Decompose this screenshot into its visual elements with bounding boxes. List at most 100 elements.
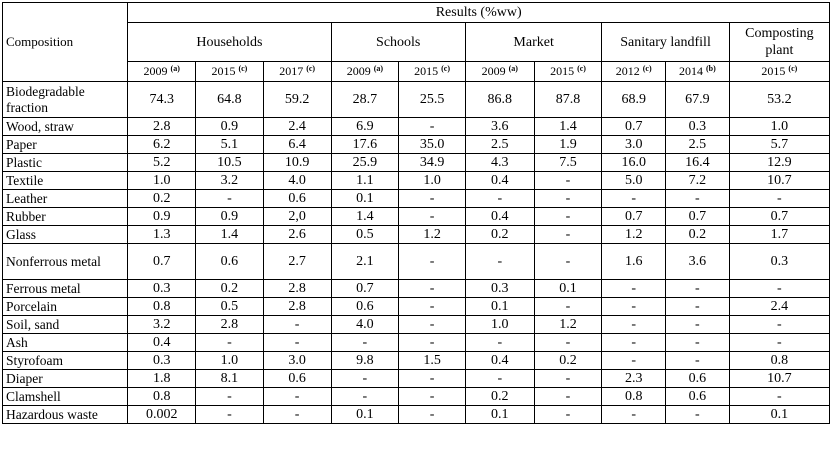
table-cell: 0.2 xyxy=(464,225,535,244)
table-row: Styrofoam 0.3 1.0 3.0 9.8 1.5 0.4 0.2- -0.8 xyxy=(1,351,831,370)
table-cell: 0.7 xyxy=(601,207,667,226)
year-header: 2015 (c) xyxy=(398,61,466,82)
table-cell: 0.1 xyxy=(330,405,400,424)
results-header: Results (%ww) xyxy=(127,2,830,23)
table-cell: 0.4 xyxy=(464,351,535,370)
table-cell: - xyxy=(398,333,466,352)
table-cell: 17.6 xyxy=(330,135,400,154)
table-row: Plastic 5.2 10.5 10.9 25.9 34.9 4.3 7.5 16.0 16.4… xyxy=(1,153,831,172)
table-cell: - xyxy=(262,405,332,424)
table-cell: 0.4 xyxy=(464,207,535,226)
table-cell: 1.4 xyxy=(330,207,400,226)
table-cell: 4.3 xyxy=(464,153,535,172)
year-note: (c) xyxy=(788,64,798,73)
table-row: Rubber 0.9 0.9 2,0 1.4-0.4-0.7 0.7 0.7 xyxy=(1,207,831,226)
table-cell: - xyxy=(398,387,466,406)
table-row: Soil, sand 3.2 2.8-4.0-1.0 1.2- - - xyxy=(1,315,831,334)
group-header: Composting plant xyxy=(728,22,831,62)
year-header: 2015 (c) xyxy=(533,61,603,82)
table-cell: - xyxy=(464,333,535,352)
year-header: 2015 (c) xyxy=(728,61,831,82)
results-table: Composition Results (%ww) Households Scho… xyxy=(1,2,831,424)
table-cell: 0.7 xyxy=(330,279,400,298)
year-note: (a) xyxy=(373,64,384,73)
group-header: Sanitary landfill xyxy=(601,22,730,62)
table-row: Paper 6.2 5.1 6.4 17.6 35.0 2.5 1.9 3.0 2.5 5.7 xyxy=(1,135,831,154)
table-cell: 1.1 xyxy=(330,171,400,190)
table-cell: 74.3 xyxy=(127,81,197,118)
table-cell: 0.3 xyxy=(728,243,831,280)
table-cell: - xyxy=(398,315,466,334)
row-label: Textile xyxy=(1,171,129,190)
table-cell: 0.9 xyxy=(195,207,264,226)
table-cell: - xyxy=(601,351,667,370)
table-cell: 0.7 xyxy=(601,117,667,136)
table-cell: - xyxy=(728,333,831,352)
table-cell: 5.7 xyxy=(728,135,831,154)
table-cell: 0.6 xyxy=(665,387,730,406)
table-cell: 9.8 xyxy=(330,351,400,370)
table-cell: 2.3 xyxy=(601,369,667,388)
table-cell: 0.3 xyxy=(665,117,730,136)
table-cell: 1.4 xyxy=(533,117,603,136)
table-cell: 35.0 xyxy=(398,135,466,154)
table-cell: 6.9 xyxy=(330,117,400,136)
table-cell: 8.1 xyxy=(195,369,264,388)
table-cell: 67.9 xyxy=(665,81,730,118)
table-cell: 1.0 xyxy=(195,351,264,370)
table-cell: 0.1 xyxy=(464,297,535,316)
year-label: 2014 xyxy=(678,64,703,78)
table-cell: 2.1 xyxy=(330,243,400,280)
year-header: 2009 (a) xyxy=(330,61,400,82)
row-label: Porcelain xyxy=(1,297,129,316)
table-cell: - xyxy=(601,315,667,334)
table-cell: 2.5 xyxy=(665,135,730,154)
results-header-row: Composition Results (%ww) xyxy=(1,2,830,82)
table-cell: - xyxy=(195,405,264,424)
row-label: Plastic xyxy=(1,153,129,172)
year-header: 2017 (c) xyxy=(262,61,332,82)
table-cell: - xyxy=(195,387,264,406)
year-header: 2014 (b) xyxy=(665,61,730,82)
table-cell: 0.5 xyxy=(195,297,264,316)
table-cell: 28.7 xyxy=(330,81,400,118)
year-label: 2012 xyxy=(615,64,640,78)
table-cell: 86.8 xyxy=(464,81,535,118)
table-cell: - xyxy=(533,369,603,388)
table-cell: - xyxy=(533,387,603,406)
table-cell: 0.8 xyxy=(601,387,667,406)
year-label: 2017 xyxy=(279,64,304,78)
row-label: Styrofoam xyxy=(1,351,129,370)
table-row: Ferrous metal 0.3 0.2 2.8 0.7-0.3 0.1- - - xyxy=(1,279,831,298)
row-label: Glass xyxy=(1,225,129,244)
table-cell: - xyxy=(464,243,535,280)
table-cell: 0.1 xyxy=(533,279,603,298)
year-note: (c) xyxy=(441,64,451,73)
table-cell: 6.2 xyxy=(127,135,197,154)
table-cell: 10.7 xyxy=(728,171,831,190)
year-label: 2015 xyxy=(414,64,439,78)
year-note: (a) xyxy=(170,64,180,73)
row-label: Wood, straw xyxy=(1,117,129,136)
table-cell: 1.0 xyxy=(728,117,831,136)
composition-header: Composition xyxy=(1,2,129,82)
table-cell: 0.1 xyxy=(728,405,831,424)
table-cell: 2.4 xyxy=(262,117,332,136)
table-cell: 1.0 xyxy=(127,171,197,190)
table-cell: - xyxy=(262,315,332,334)
table-cell: - xyxy=(398,405,466,424)
table-cell: 16.4 xyxy=(665,153,730,172)
table-cell: 0.2 xyxy=(665,225,730,244)
table-row: Diaper 1.8 8.1 0.6- - - -2.3 0.6 10.7 xyxy=(1,369,831,388)
table-cell: 3.6 xyxy=(665,243,730,280)
table-cell: 34.9 xyxy=(398,153,466,172)
table-cell: - xyxy=(728,315,831,334)
row-label: Leather xyxy=(1,189,129,208)
table-cell: 87.8 xyxy=(533,81,603,118)
table-cell: - xyxy=(398,117,466,136)
table-cell: 10.7 xyxy=(728,369,831,388)
row-label: Rubber xyxy=(1,207,129,226)
table-cell: 0.6 xyxy=(262,189,332,208)
table-cell: 0.8 xyxy=(127,387,197,406)
table-cell: - xyxy=(262,387,332,406)
